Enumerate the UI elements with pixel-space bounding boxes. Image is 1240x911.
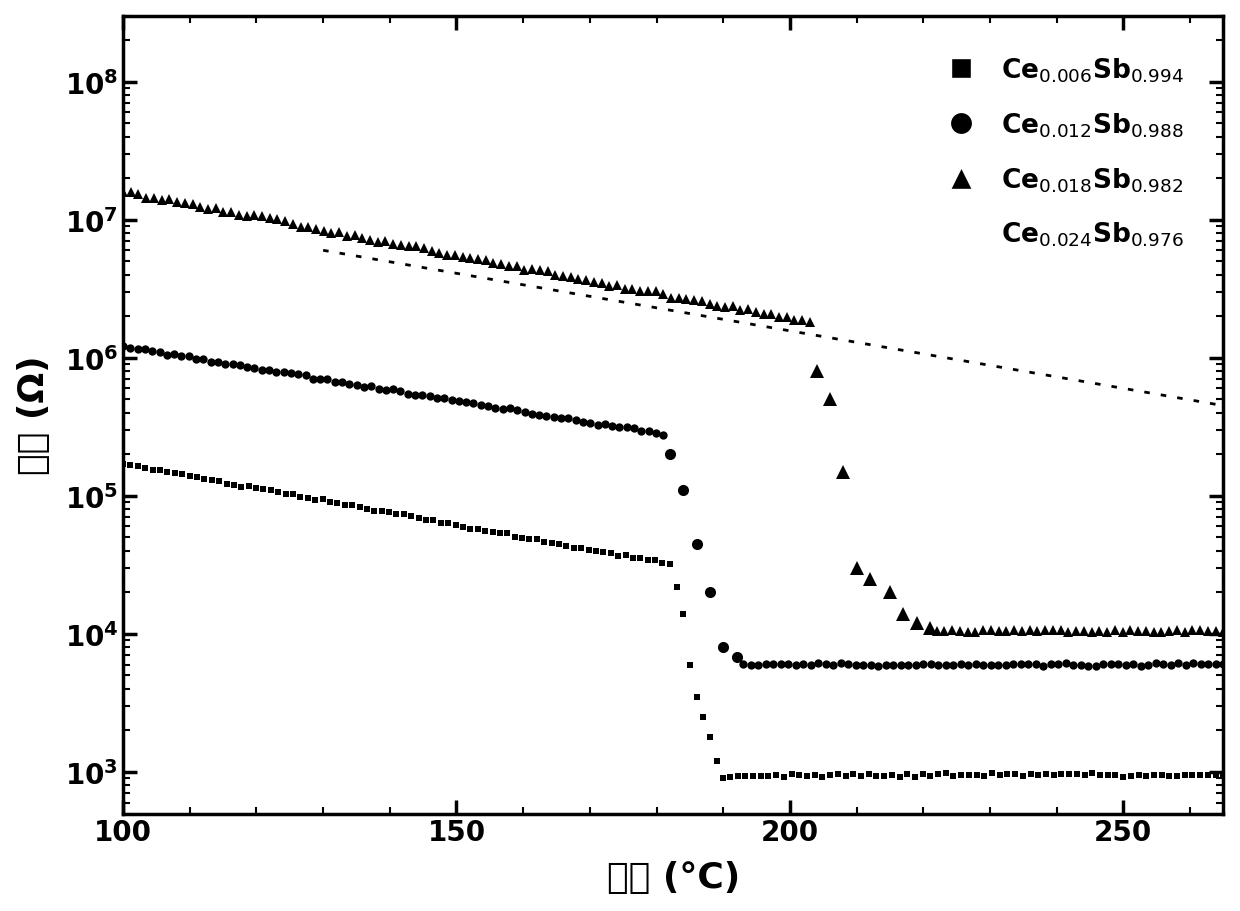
- Legend: Ce$_{0.006}$Sb$_{0.994}$, Ce$_{0.012}$Sb$_{0.988}$, Ce$_{0.018}$Sb$_{0.982}$, Ce: Ce$_{0.006}$Sb$_{0.994}$, Ce$_{0.012}$Sb…: [921, 43, 1197, 262]
- Y-axis label: 电阴 (Ω): 电阴 (Ω): [16, 355, 51, 475]
- X-axis label: 温度 (°C): 温度 (°C): [606, 860, 740, 895]
